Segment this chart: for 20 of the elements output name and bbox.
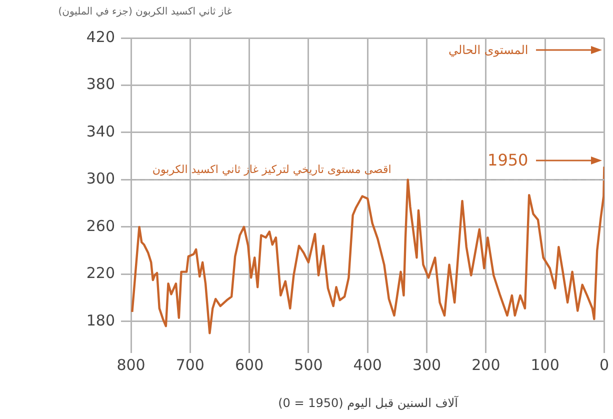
ref-line-label: اقصى مستوى تاريخي لتركيز غاز ثاني اكسيد الكربون xyxy=(152,163,392,176)
annotation: 1950 xyxy=(488,150,528,170)
x-tick-label: 800 xyxy=(116,356,146,374)
x-tick-label: 500 xyxy=(294,356,323,374)
x-tick-label: 100 xyxy=(530,356,560,374)
x-tick-label: 400 xyxy=(353,356,382,374)
y-tick-label: 300 xyxy=(86,170,115,188)
y-tick-label: 380 xyxy=(86,75,115,94)
x-tick-label: 600 xyxy=(234,356,264,374)
y-tick-label: 220 xyxy=(86,264,115,282)
y-axis-title: غاز ثاني اكسيد الكربون (جزء في المليون) xyxy=(58,6,232,18)
y-tick-label: 420 xyxy=(86,28,115,46)
x-tick-label: 700 xyxy=(176,356,204,374)
x-tick-label: 200 xyxy=(472,356,500,374)
y-tick-label: 180 xyxy=(86,311,115,330)
annotation: المستوى الحالي xyxy=(448,43,528,57)
x-tick-label: 300 xyxy=(412,356,442,374)
y-tick-label: 260 xyxy=(86,216,115,235)
y-tick-label: 340 xyxy=(86,122,115,140)
x-tick-label: 0 xyxy=(599,356,609,374)
